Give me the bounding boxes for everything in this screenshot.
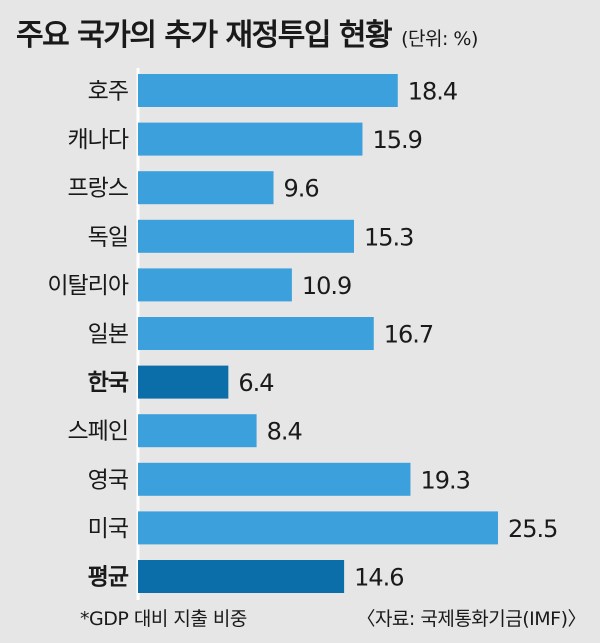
bar-0 [138,74,398,107]
category-label-8: 영국 [88,467,128,493]
category-label-6: 한국 [88,370,129,396]
category-label-10: 평균 [88,565,129,591]
bar-3 [138,219,354,253]
category-label-4: 이탈리아 [47,273,128,299]
bar-9 [138,511,498,545]
bar-chart: 호주 18.4 캐나다 15.9 프랑스 9.6 독일 15.3 이탈리아 10.9 일본 16.7 한… [47,68,558,600]
source-note: 〈자료: 국제통화기금(IMF)〉 [356,608,586,630]
chart-title: 주요 국가의 추가 재정투입 현황 [16,18,393,53]
value-label-2: 9.6 [284,175,319,203]
value-label-6: 6.4 [238,369,273,397]
category-label-0: 호주 [88,79,128,105]
value-label-1: 15.9 [372,126,421,154]
value-label-0: 18.4 [408,78,457,106]
category-label-1: 캐나다 [68,127,129,153]
value-label-4: 10.9 [302,272,351,300]
value-label-10: 14.6 [354,564,403,592]
value-label-8: 19.3 [420,466,469,494]
bar-5 [138,317,374,350]
bar-1 [138,122,363,156]
value-label-5: 16.7 [384,321,433,349]
value-label-7: 8.4 [267,418,302,446]
category-label-2: 프랑스 [68,176,128,202]
bar-8 [138,462,411,496]
bar-7 [138,414,257,448]
bar-4 [138,268,292,302]
category-label-7: 스페인 [68,419,128,445]
category-label-9: 미국 [88,516,128,542]
value-label-9: 25.5 [508,515,557,543]
category-label-5: 일본 [88,322,128,348]
bar-10 [138,560,345,593]
footnote: *GDP 대비 지출 비중 [80,608,247,630]
chart-header: 주요 국가의 추가 재정투입 현황 (단위: %) [16,10,478,54]
bar-6 [138,365,229,399]
unit-label: (단위: %) [401,28,478,50]
chart-footer: *GDP 대비 지출 비중 〈자료: 국제통화기금(IMF)〉 [0,600,600,634]
value-label-3: 15.3 [364,223,413,251]
category-label-3: 독일 [88,224,128,250]
bar-2 [138,171,274,205]
